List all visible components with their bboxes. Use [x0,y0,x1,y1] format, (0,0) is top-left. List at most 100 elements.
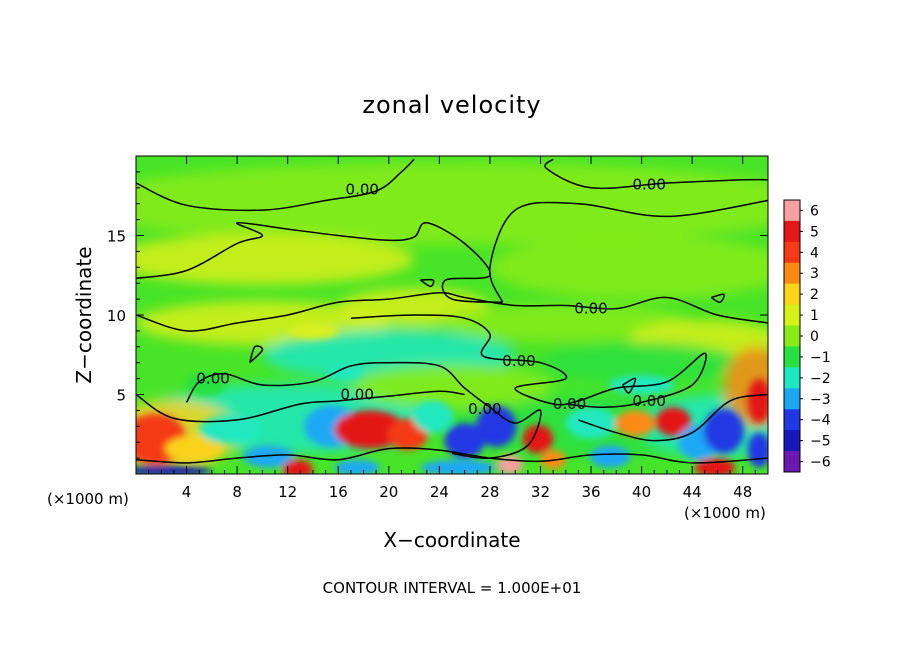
colorbar-swatch [784,451,800,473]
chart-title: zonal velocity [362,91,541,119]
contour-labels: 0.00 0.00 0.00 0.00 0.00 0.00 0.00 0.00 0.00 [196,176,665,418]
velocity-core [565,407,617,440]
zero-contour [249,345,264,364]
contour-label: 0.00 [502,352,535,370]
colorbar-swatch [784,325,800,347]
velocity-core [420,459,497,474]
zero-contour [578,393,768,442]
contour-label: 0.00 [553,395,586,413]
x-tick-label: 4 [182,483,192,501]
x-axis: 4 8 12 16 20 24 28 32 36 40 44 48 [148,156,756,501]
field-region [540,342,743,384]
zero-contour [136,447,768,464]
x-axis-label: X−coordinate [383,528,520,552]
contour-label: 0.00 [468,400,501,418]
x-unit-right: (×1000 m) [684,504,766,522]
colorbar: 6 5 4 3 2 1 0 −1 −2 −3 −4 −5 −6 [783,199,831,473]
velocity-core [165,435,221,462]
colorbar-swatch [784,241,800,264]
colorbar-swatch [784,346,800,368]
x-tick-label: 20 [379,483,398,501]
x-tick-label: 32 [531,483,550,501]
zero-contour [621,377,637,394]
velocity-field-cores [136,322,768,474]
velocity-core [615,410,656,436]
velocity-core [199,415,263,444]
zero-contour [136,158,415,212]
colorbar-label: 4 [810,245,819,261]
field-region [439,303,693,343]
y-axis-label: Z−coordinate [72,246,96,383]
zero-contour [136,390,465,423]
x-tick-label: 36 [581,483,600,501]
colorbar-swatch [784,304,800,327]
contour-label: 0.00 [632,392,665,410]
y-tick-label: 5 [116,387,126,405]
colorbar-swatch [784,388,800,410]
colorbar-label: 1 [810,308,819,324]
colorbar-swatch [784,283,800,306]
zero-contour [136,291,768,332]
colorbar-swatch [784,262,800,285]
velocity-core [476,405,517,447]
y-tick-label: 15 [107,228,126,246]
velocity-core [703,408,744,454]
x-tick-label: 28 [480,483,499,501]
velocity-core [497,454,523,474]
zero-contour [350,314,707,408]
velocity-core [326,364,363,381]
zero-contour [489,199,768,303]
x-tick-label: 24 [430,483,449,501]
colorbar-label: −5 [810,434,831,450]
contour-label: 0.00 [632,176,665,194]
velocity-core [334,459,380,474]
velocity-core [522,424,554,454]
velocity-core [287,322,339,339]
colorbar-label: −1 [810,350,831,366]
zero-contour [185,361,542,460]
colorbar-swatch [784,220,800,243]
colorbar-label: 5 [810,224,819,240]
velocity-core [282,459,313,474]
velocity-core [589,445,631,468]
colorbar-label: 6 [810,203,819,219]
colorbar-label: 3 [810,266,819,282]
zero-contour [544,158,768,190]
plot-area: 0.00 0.00 0.00 0.00 0.00 0.00 0.00 0.00 0.00 [136,156,768,474]
velocity-core [185,373,226,397]
colorbar-swatch [784,409,800,431]
velocity-core [747,432,768,468]
x-tick-label: 48 [733,483,752,501]
field-region [136,233,415,285]
zero-contour [419,278,435,288]
zero-contours [136,158,768,464]
field-region [136,162,768,246]
colorbar-label: −4 [810,413,831,429]
x-tick-label: 8 [232,483,242,501]
y-axis: 5 10 15 [107,171,768,459]
x-unit-left: (×1000 m) [47,490,129,508]
zero-contour [710,293,725,304]
colorbar-label: −2 [810,371,831,387]
colorbar-swatch [784,200,800,222]
contour-label: 0.00 [196,370,229,388]
velocity-core [747,378,768,424]
contour-label: 0.00 [340,386,373,404]
zero-contour [136,221,503,304]
colorbar-label: 0 [810,329,819,345]
velocity-core [334,410,406,449]
field-region [350,364,554,409]
colorbar-swatch [784,367,800,389]
footer-contour-interval: CONTOUR INTERVAL = 1.000E+01 [323,579,582,597]
colorbar-label: 2 [810,287,819,303]
velocity-core [243,445,294,468]
x-tick-label: 40 [632,483,651,501]
field-region [489,235,768,300]
velocity-core [444,423,485,459]
y-tick-label: 10 [107,307,126,325]
velocity-core [655,407,691,436]
contour-label: 0.00 [346,180,379,198]
x-tick-label: 16 [329,483,348,501]
colorbar-swatch [784,430,800,452]
